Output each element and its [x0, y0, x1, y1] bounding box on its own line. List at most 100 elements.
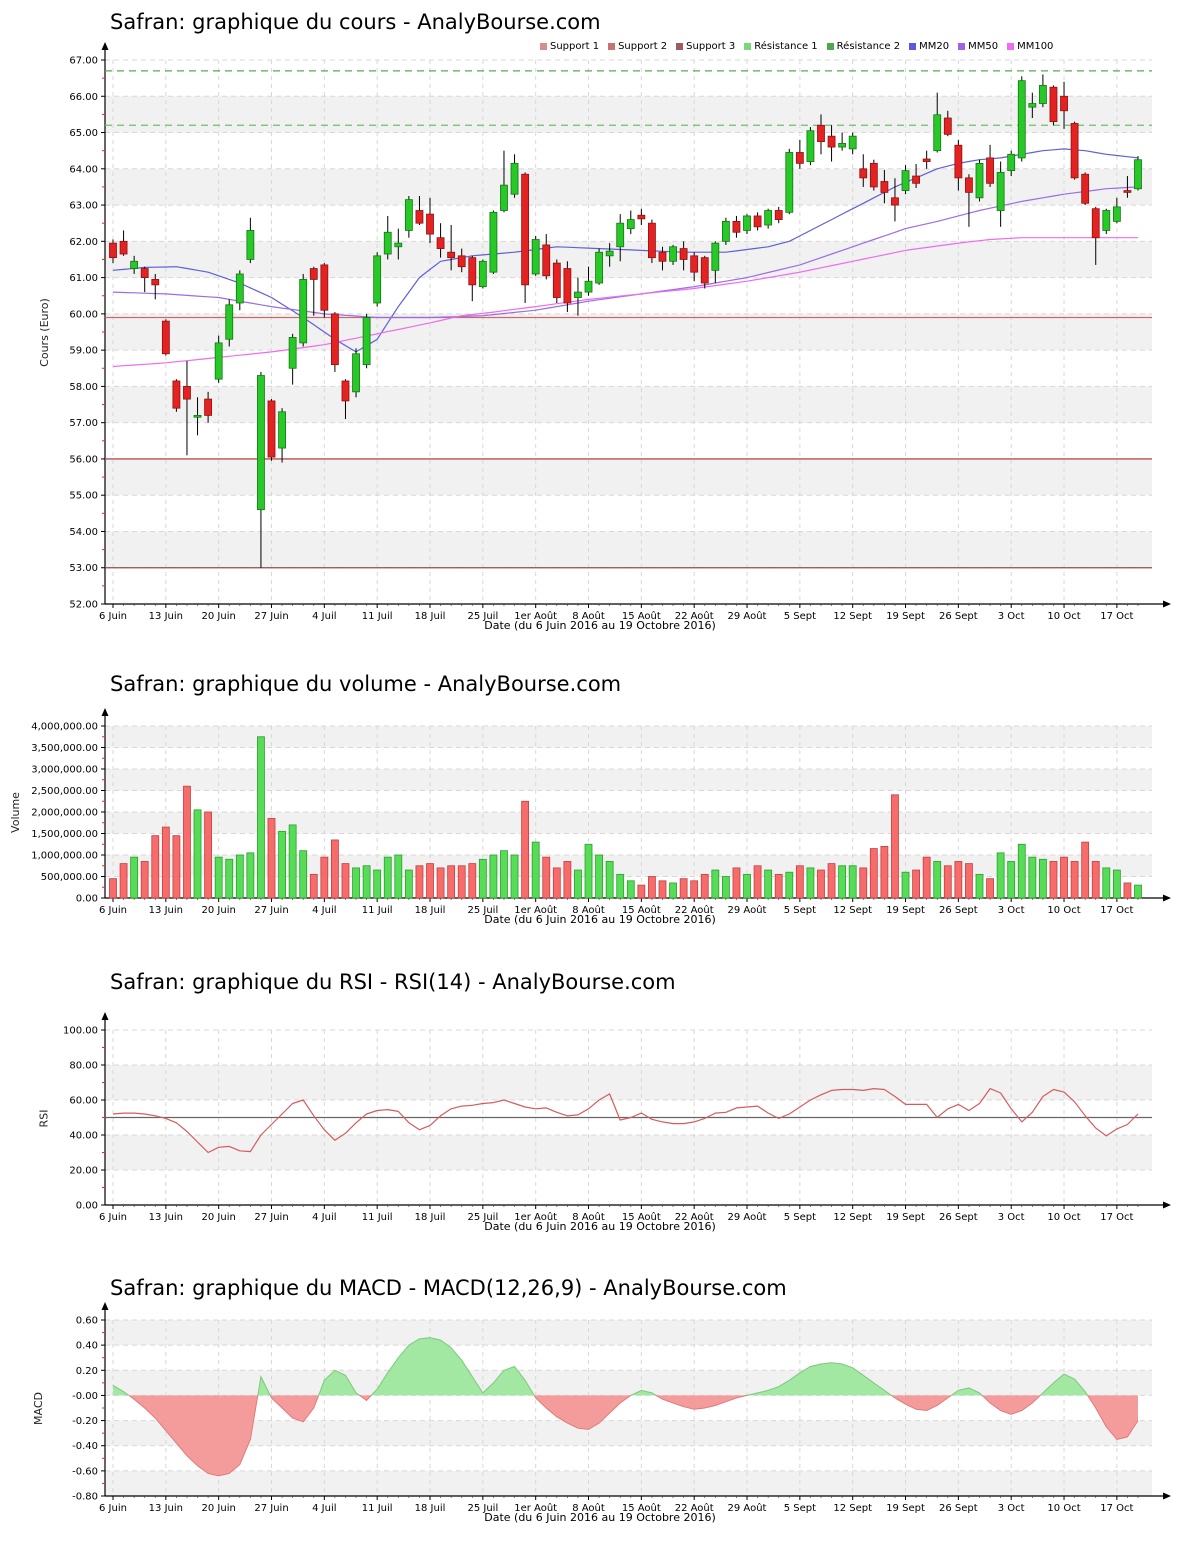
svg-text:65.00: 65.00	[69, 128, 98, 139]
svg-text:29 Août: 29 Août	[728, 1211, 767, 1223]
svg-text:12 Sept: 12 Sept	[833, 1503, 872, 1514]
legend-label: Support 3	[686, 41, 736, 52]
svg-text:3 Oct: 3 Oct	[998, 905, 1025, 916]
svg-text:26 Sept: 26 Sept	[939, 1212, 978, 1223]
svg-text:1,500,000.00: 1,500,000.00	[31, 829, 98, 840]
svg-text:-0.00: -0.00	[72, 1391, 98, 1402]
svg-text:13 Juin: 13 Juin	[149, 905, 183, 916]
svg-text:0.40: 0.40	[76, 1341, 98, 1352]
svg-text:19 Sept: 19 Sept	[886, 1503, 925, 1514]
svg-text:4,000,000.00: 4,000,000.00	[31, 722, 98, 733]
svg-text:25 Juil: 25 Juil	[467, 1503, 498, 1514]
rsi-plot: 0.00 20.00 40.00 60.00 80.00 100.00 6 Juin 13 J…	[63, 1012, 1171, 1223]
legend-item: Support 3	[676, 41, 735, 52]
svg-text:1er Août: 1er Août	[514, 904, 557, 916]
svg-text:1er Août: 1er Août	[514, 1502, 557, 1514]
svg-text:22 Août: 22 Août	[675, 904, 714, 916]
svg-text:20 Juin: 20 Juin	[202, 611, 236, 622]
svg-text:11 Juil: 11 Juil	[362, 1503, 393, 1514]
svg-text:-0.20: -0.20	[72, 1416, 98, 1427]
legend-swatch-icon	[826, 43, 834, 50]
legend-item: Résistance 2	[826, 41, 901, 52]
svg-text:19 Sept: 19 Sept	[886, 905, 925, 916]
svg-text:18 Juil: 18 Juil	[415, 1503, 446, 1514]
svg-text:17 Oct: 17 Oct	[1100, 1212, 1133, 1223]
svg-text:29 Août: 29 Août	[728, 610, 767, 622]
legend-swatch-icon	[676, 43, 684, 50]
svg-text:100.00: 100.00	[63, 1026, 98, 1037]
legend-label: Support 2	[618, 41, 668, 52]
svg-text:1er Août: 1er Août	[514, 610, 557, 622]
svg-text:60.00: 60.00	[69, 309, 98, 320]
legend-swatch-icon	[909, 43, 917, 50]
svg-text:22 Août: 22 Août	[675, 610, 714, 622]
legend-item: Support 2	[608, 41, 667, 52]
svg-text:-0.60: -0.60	[72, 1466, 98, 1477]
svg-text:4 Juil: 4 Juil	[312, 611, 336, 622]
svg-text:25 Juil: 25 Juil	[467, 611, 498, 622]
legend-label: MM100	[1017, 41, 1054, 52]
svg-text:26 Sept: 26 Sept	[939, 611, 978, 622]
svg-text:-0.80: -0.80	[72, 1492, 98, 1503]
svg-text:6 Juin: 6 Juin	[99, 611, 127, 622]
svg-text:8 Août: 8 Août	[572, 1502, 605, 1514]
svg-text:67.00: 67.00	[69, 56, 98, 67]
legend-item: MM50	[958, 41, 998, 52]
svg-text:25 Juil: 25 Juil	[467, 1212, 498, 1223]
svg-text:27 Juin: 27 Juin	[254, 905, 288, 916]
svg-text:63.00: 63.00	[69, 201, 98, 212]
svg-text:80.00: 80.00	[69, 1061, 98, 1072]
volume-title: Safran: graphique du volume - AnalyBours…	[110, 672, 622, 696]
svg-text:3,500,000.00: 3,500,000.00	[31, 743, 98, 754]
svg-text:55.00: 55.00	[69, 491, 98, 502]
svg-text:22 Août: 22 Août	[675, 1211, 714, 1223]
svg-text:18 Juil: 18 Juil	[415, 1212, 446, 1223]
svg-text:40.00: 40.00	[69, 1131, 98, 1142]
svg-text:27 Juin: 27 Juin	[254, 1503, 288, 1514]
rsi-xaxis-title: Date (du 6 Juin 2016 au 19 Octobre 2016)	[484, 1220, 716, 1233]
macd-title: Safran: graphique du MACD - MACD(12,26,9…	[110, 1276, 787, 1300]
svg-text:3 Oct: 3 Oct	[998, 1503, 1025, 1514]
svg-text:5 Sept: 5 Sept	[784, 1503, 816, 1514]
volume-plot: 0.00 500,000.00 1,000,000.00 1,500,000.00 2,…	[31, 708, 1171, 916]
svg-text:26 Sept: 26 Sept	[939, 905, 978, 916]
legend-label: Support 1	[550, 41, 600, 52]
legend-item: Résistance 1	[744, 41, 818, 52]
svg-text:-0.40: -0.40	[72, 1441, 98, 1452]
svg-text:52.00: 52.00	[69, 600, 98, 611]
svg-text:60.00: 60.00	[69, 1096, 98, 1107]
legend-item: MM20	[909, 41, 949, 52]
svg-text:12 Sept: 12 Sept	[833, 905, 872, 916]
svg-text:19 Sept: 19 Sept	[886, 1212, 925, 1223]
macd-xaxis-title: Date (du 6 Juin 2016 au 19 Octobre 2016)	[484, 1511, 716, 1524]
svg-text:3 Oct: 3 Oct	[998, 1212, 1025, 1223]
svg-text:0.60: 0.60	[76, 1316, 98, 1327]
legend-item: Support 1	[540, 41, 599, 52]
svg-text:57.00: 57.00	[69, 418, 98, 429]
legend-item: MM100	[1007, 41, 1053, 52]
legend-label: Résistance 2	[836, 41, 901, 52]
macd-plot: -0.80 -0.60 -0.40 -0.20 -0.00 0.20 0.40 0.60 6 J…	[72, 1302, 1171, 1514]
svg-text:56.00: 56.00	[69, 454, 98, 465]
svg-text:59.00: 59.00	[69, 346, 98, 357]
rsi-title: Safran: graphique du RSI - RSI(14) - Ana…	[110, 970, 676, 994]
svg-text:17 Oct: 17 Oct	[1100, 611, 1133, 622]
svg-text:26 Sept: 26 Sept	[939, 1503, 978, 1514]
svg-text:4 Juil: 4 Juil	[312, 905, 336, 916]
volume-xaxis-title: Date (du 6 Juin 2016 au 19 Octobre 2016)	[484, 913, 716, 926]
svg-text:10 Oct: 10 Oct	[1047, 611, 1080, 622]
svg-text:0.00: 0.00	[76, 894, 98, 905]
svg-text:4 Juil: 4 Juil	[312, 1503, 336, 1514]
svg-text:11 Juil: 11 Juil	[362, 611, 393, 622]
svg-text:20 Juin: 20 Juin	[202, 1212, 236, 1223]
legend-swatch-icon	[540, 43, 547, 50]
legend-label: Résistance 1	[754, 41, 818, 52]
svg-text:29 Août: 29 Août	[728, 904, 767, 916]
svg-text:64.00: 64.00	[69, 164, 98, 175]
legend-swatch-icon	[958, 43, 966, 50]
svg-text:6 Juin: 6 Juin	[99, 905, 127, 916]
svg-text:17 Oct: 17 Oct	[1100, 1503, 1133, 1514]
svg-text:6 Juin: 6 Juin	[99, 1212, 127, 1223]
svg-text:15 Août: 15 Août	[622, 1502, 661, 1514]
